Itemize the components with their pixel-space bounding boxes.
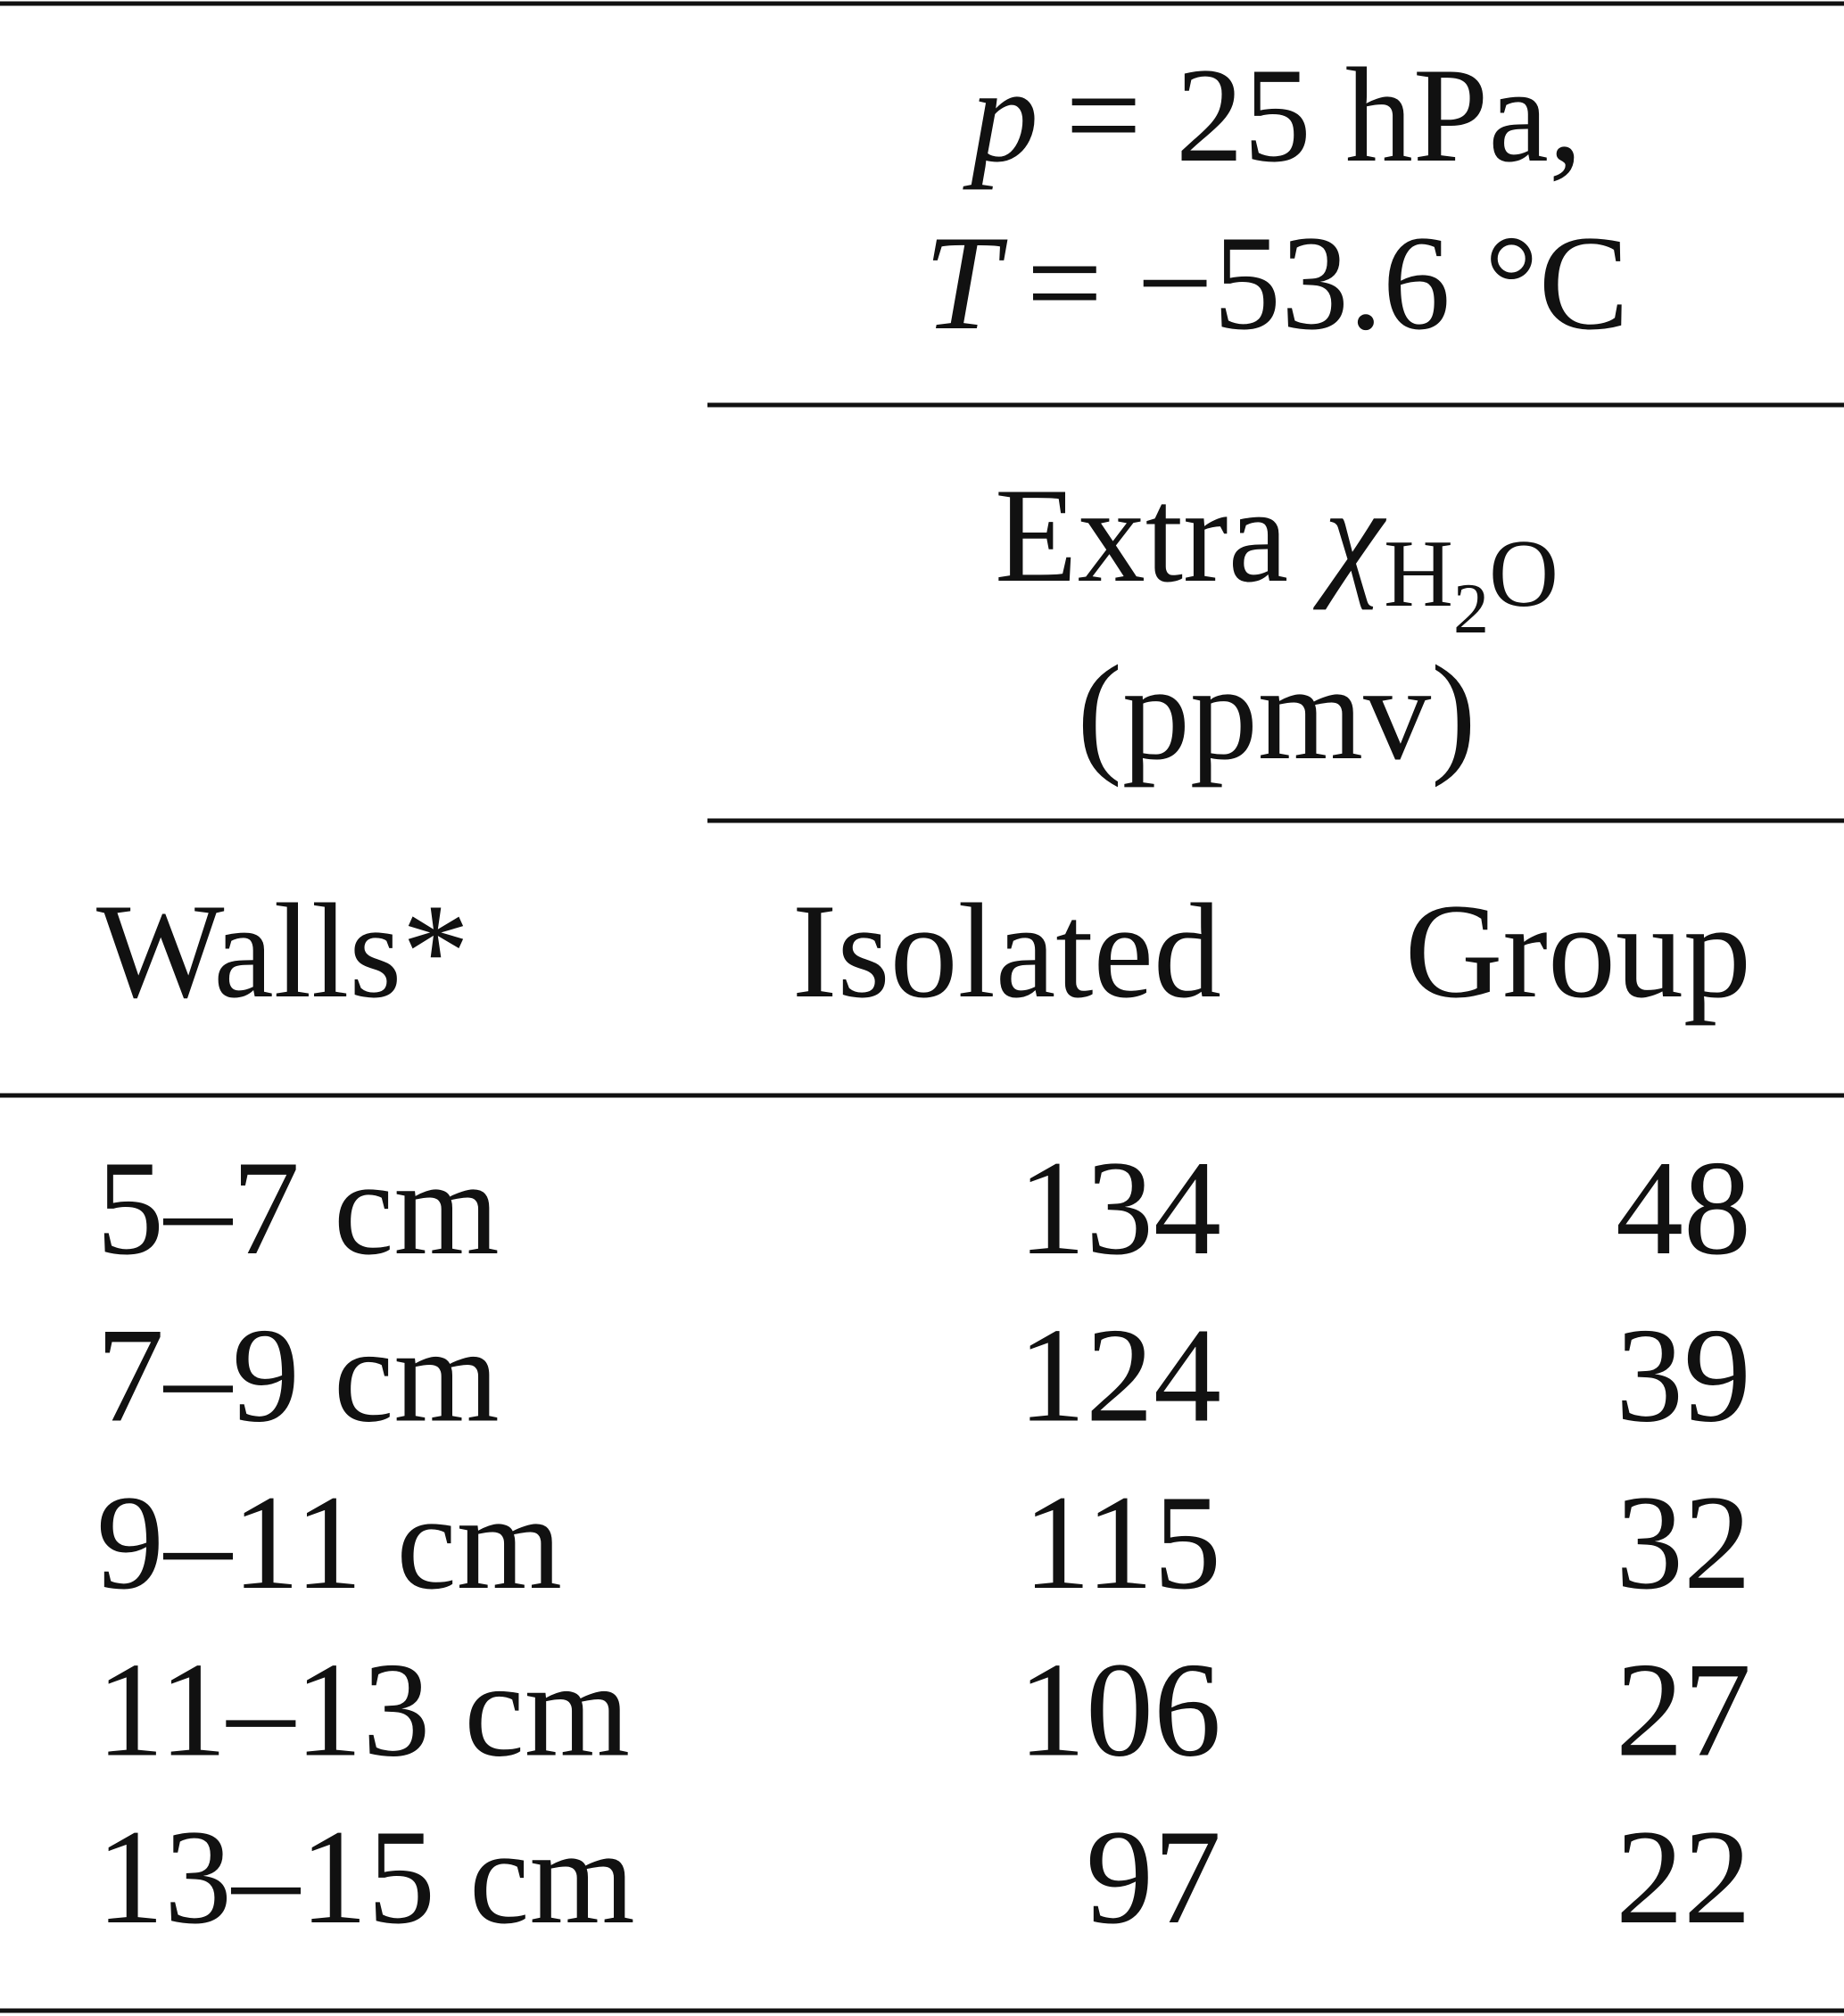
cell: 124 <box>1018 1301 1221 1450</box>
cell: 9–11 cm <box>96 1467 562 1617</box>
condition-text: = −53.6 °C <box>1026 208 1629 358</box>
cell: 27 <box>1616 1635 1751 1785</box>
quantity-label: Extra <box>995 460 1288 610</box>
column-header: Group <box>1405 876 1751 1026</box>
cell: 32 <box>1616 1467 1751 1617</box>
quantity: Extra χH2O <box>995 460 1559 649</box>
cell: 106 <box>1018 1635 1221 1785</box>
column-header: Walls* <box>96 876 469 1026</box>
cell: 22 <box>1616 1802 1751 1952</box>
cell: 5–7 cm <box>96 1133 500 1283</box>
cell: 11–13 cm <box>96 1635 630 1785</box>
subscript: 2 <box>1453 570 1489 649</box>
cell: 7–9 cm <box>96 1301 500 1450</box>
quantity-symbol: χ <box>1312 460 1386 610</box>
column-header: Isolated <box>792 876 1221 1026</box>
cell: 39 <box>1616 1301 1751 1450</box>
subscript: H <box>1384 521 1453 627</box>
cell: 97 <box>1086 1802 1221 1952</box>
condition-line: T = −53.6 °C <box>924 208 1629 358</box>
condition-line: p = 25 hPa, <box>963 40 1583 190</box>
cell: 115 <box>1023 1467 1221 1617</box>
subscript: O <box>1489 521 1559 627</box>
condition-text: = 25 hPa, <box>1065 40 1583 190</box>
cell: 13–15 cm <box>96 1802 635 1952</box>
cell: 134 <box>1018 1133 1221 1283</box>
unit: (ppmv) <box>1077 638 1476 788</box>
cell: 48 <box>1616 1133 1751 1283</box>
symbol: p <box>963 40 1038 190</box>
symbol: T <box>924 208 1008 358</box>
